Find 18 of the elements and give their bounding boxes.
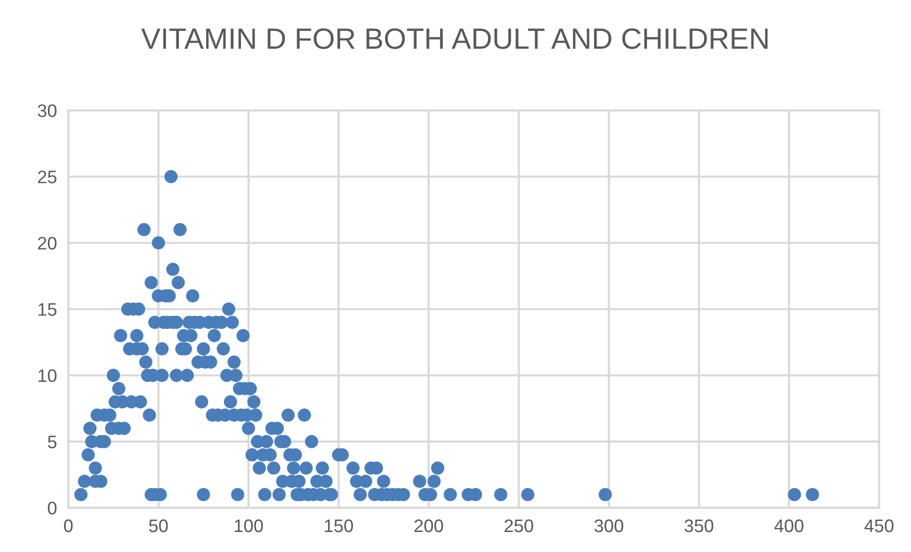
x-tick-label: 450 xyxy=(864,519,894,532)
x-tick-label: 200 xyxy=(414,519,444,532)
y-tick-label: 0 xyxy=(48,502,57,515)
y-tick-label: 5 xyxy=(48,436,56,448)
x-tick-label: 50 xyxy=(149,519,168,532)
y-tick-label: 30 xyxy=(38,104,57,118)
x-tick-label: 400 xyxy=(774,519,804,532)
y-tick-label: 15 xyxy=(38,303,56,316)
x-tick-label: 300 xyxy=(594,519,624,532)
y-tick-label: 10 xyxy=(38,369,57,382)
x-tick-label: 100 xyxy=(234,519,263,532)
x-tick-label: 150 xyxy=(324,519,353,532)
x-tick-label: 250 xyxy=(504,519,534,532)
y-tick-label: 20 xyxy=(38,236,57,250)
y-tick-label: 25 xyxy=(38,170,56,184)
chart-title: VITAMIN D FOR BOTH ADULT AND CHILDREN xyxy=(141,28,768,50)
x-tick-label: 350 xyxy=(684,519,714,532)
x-tick-label: 0 xyxy=(64,519,73,532)
